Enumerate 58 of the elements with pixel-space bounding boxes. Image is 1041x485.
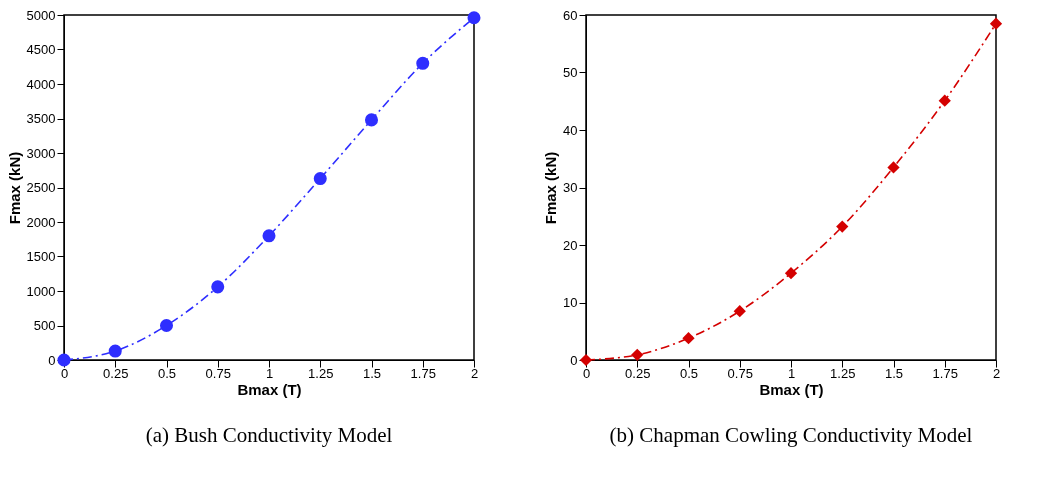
point (159, 318, 174, 333)
point (784, 267, 798, 280)
y-tick-label: 1500 (26, 249, 56, 264)
x-axis-title: Bmax (T) (237, 380, 302, 398)
y-tick-label: 1000 (26, 283, 56, 299)
x-tick-label: 0.75 (727, 365, 753, 381)
y-tick-label: 40 (563, 122, 578, 138)
x-tick-label: 1.75 (932, 365, 958, 381)
y-tick-label: 2500 (26, 180, 56, 195)
point (836, 220, 849, 233)
x-tick-label: 2 (992, 365, 1001, 381)
text: (b) Chapman Cowling Conductivity Model (609, 423, 973, 447)
y-tick-label: 4500 (26, 42, 56, 57)
point (211, 280, 225, 294)
y-tick-label: 50 (563, 65, 578, 80)
x-tick-label: 1.5 (362, 365, 382, 381)
y-tick-label: 0 (570, 352, 578, 368)
y-tick-label: 2000 (26, 214, 56, 230)
y-tick-label: 0 (48, 352, 56, 368)
y-tick-label: 500 (33, 318, 56, 333)
x-tick-label: 0.5 (679, 365, 699, 381)
x-tick-label: 1.25 (308, 365, 334, 381)
x-tick-label: 1.75 (410, 365, 436, 381)
y-tick-label: 10 (563, 295, 578, 310)
x-tick-label: 0.25 (625, 365, 651, 381)
y-tick-label: 3500 (26, 111, 56, 126)
y-tick-label: 20 (563, 237, 578, 253)
x-tick-label: 1.5 (884, 365, 904, 381)
point (416, 56, 430, 70)
y-tick-label: 4000 (26, 76, 56, 92)
text: (a) Bush Conductivity Model (145, 423, 393, 447)
y-tick-label: 30 (563, 180, 578, 195)
x-tick-label: 1.25 (830, 365, 856, 381)
point (682, 332, 695, 345)
point (467, 11, 481, 25)
y-axis-title: Fmax (kN) (5, 151, 23, 225)
point (989, 17, 1003, 30)
point (631, 348, 644, 361)
x-tick-label: 0 (60, 365, 69, 381)
x-tick-label: 0.5 (157, 365, 177, 381)
x-tick-label: 0.75 (205, 365, 231, 381)
x-tick-label: 0.25 (103, 365, 129, 381)
point (108, 344, 122, 358)
y-tick-label: 60 (563, 7, 578, 23)
x-tick-label: 0 (582, 365, 591, 381)
point (262, 229, 276, 243)
point (887, 161, 900, 174)
point (938, 94, 951, 107)
x-tick-label: 2 (470, 365, 479, 381)
x-tick-label: 1 (265, 365, 274, 381)
point (364, 113, 379, 127)
x-tick-label: 1 (787, 365, 796, 381)
y-tick-label: 3000 (26, 145, 56, 161)
point (313, 172, 327, 186)
x-axis-title: Bmax (T) (759, 380, 824, 398)
y-tick-label: 5000 (26, 7, 56, 23)
y-axis-title: Fmax (kN) (542, 151, 560, 225)
point (733, 305, 746, 318)
